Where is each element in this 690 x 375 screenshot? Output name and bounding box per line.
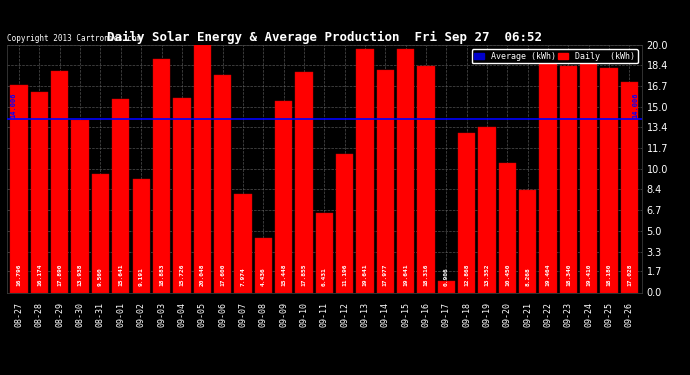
Text: 6.431: 6.431 (322, 268, 327, 286)
Text: 19.410: 19.410 (586, 264, 591, 286)
Bar (499, 163, 516, 292)
Bar (92, 174, 109, 292)
Text: 14.006: 14.006 (633, 93, 639, 118)
Text: 4.436: 4.436 (261, 268, 266, 286)
Text: 9.191: 9.191 (139, 268, 144, 286)
Bar (560, 66, 577, 292)
Text: 18.883: 18.883 (159, 264, 164, 286)
Text: 7.974: 7.974 (240, 268, 246, 286)
Text: 15.726: 15.726 (179, 264, 184, 286)
Bar (315, 213, 333, 292)
Bar (295, 72, 313, 292)
Bar (478, 127, 495, 292)
Text: 19.464: 19.464 (546, 264, 551, 286)
Text: 11.196: 11.196 (342, 264, 347, 286)
Bar (600, 68, 618, 292)
Bar (194, 44, 211, 292)
Text: 18.316: 18.316 (424, 264, 428, 286)
Text: 17.977: 17.977 (383, 264, 388, 286)
Text: 8.268: 8.268 (525, 268, 530, 286)
Bar (458, 133, 475, 292)
Text: 15.641: 15.641 (119, 264, 124, 286)
Text: Copyright 2013 Cartronics.com: Copyright 2013 Cartronics.com (7, 33, 141, 42)
Bar (356, 50, 374, 292)
Legend: Average (kWh), Daily  (kWh): Average (kWh), Daily (kWh) (472, 49, 638, 63)
Bar (112, 99, 130, 292)
Bar (235, 194, 252, 292)
Bar (336, 154, 353, 292)
Bar (72, 120, 89, 292)
Text: 19.641: 19.641 (403, 264, 408, 286)
Bar (540, 52, 557, 292)
Bar (275, 101, 293, 292)
Text: 10.450: 10.450 (505, 264, 510, 286)
Text: 20.048: 20.048 (199, 264, 205, 286)
Text: 0.906: 0.906 (444, 268, 449, 286)
Text: 17.600: 17.600 (220, 264, 225, 286)
Bar (31, 92, 48, 292)
Bar (621, 82, 638, 292)
Text: 18.180: 18.180 (607, 264, 611, 286)
Text: 19.641: 19.641 (362, 264, 368, 286)
Bar (255, 238, 272, 292)
Text: 14.006: 14.006 (10, 93, 16, 118)
Bar (377, 70, 394, 292)
Text: 9.560: 9.560 (98, 268, 103, 286)
Bar (51, 71, 68, 292)
Text: 12.868: 12.868 (464, 264, 469, 286)
Bar (437, 281, 455, 292)
Text: 13.938: 13.938 (78, 264, 83, 286)
Text: 16.796: 16.796 (17, 264, 21, 286)
Text: 17.855: 17.855 (302, 264, 306, 286)
Bar (153, 59, 170, 292)
Text: 15.448: 15.448 (281, 264, 286, 286)
Bar (397, 50, 414, 292)
Text: 18.340: 18.340 (566, 264, 571, 286)
Text: 17.028: 17.028 (627, 264, 632, 286)
Text: 17.890: 17.890 (57, 264, 62, 286)
Title: Daily Solar Energy & Average Production  Fri Sep 27  06:52: Daily Solar Energy & Average Production … (107, 31, 542, 44)
Text: 13.352: 13.352 (484, 264, 490, 286)
Bar (519, 190, 536, 292)
Bar (132, 179, 150, 292)
Bar (214, 75, 231, 292)
Bar (417, 66, 435, 292)
Bar (173, 98, 190, 292)
Bar (580, 52, 598, 292)
Text: 16.174: 16.174 (37, 264, 42, 286)
Bar (10, 85, 28, 292)
